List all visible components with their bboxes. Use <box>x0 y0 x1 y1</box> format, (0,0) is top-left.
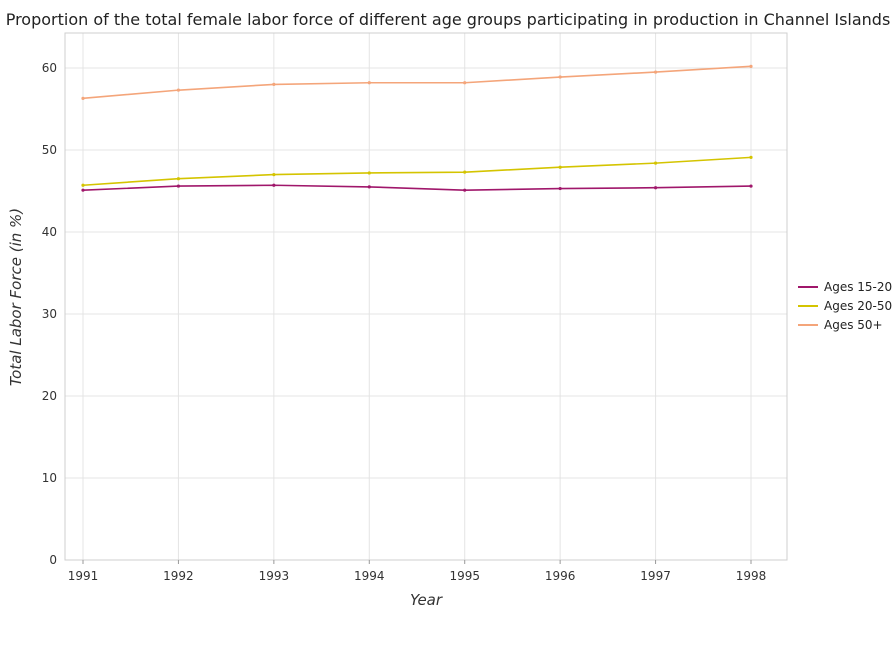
legend-item: Ages 50+ <box>798 318 883 332</box>
series-lines <box>81 64 753 192</box>
series-ages-50- <box>81 64 753 100</box>
y-tick-label: 50 <box>42 143 57 157</box>
data-point <box>272 183 276 187</box>
data-point <box>463 81 467 85</box>
data-point <box>176 177 181 181</box>
legend-label: Ages 20-50 <box>824 299 892 313</box>
grid-lines <box>65 33 787 561</box>
data-point <box>367 171 371 175</box>
data-point <box>653 161 658 165</box>
data-point <box>81 96 85 100</box>
data-point <box>81 183 85 187</box>
y-tick-label: 10 <box>42 471 57 485</box>
x-tick-label: 1996 <box>545 569 576 583</box>
data-point <box>653 70 658 74</box>
series-line <box>82 184 752 191</box>
legend: Ages 15-20 Ages 20-50 Ages 50+ <box>798 280 892 332</box>
y-tick-labels: 0 10 20 30 40 50 60 <box>42 61 57 567</box>
y-tick-label: 40 <box>42 225 57 239</box>
data-point <box>81 188 85 192</box>
x-axis-label: Year <box>410 591 443 609</box>
x-tick-label: 1991 <box>68 569 99 583</box>
x-tick-label: 1992 <box>163 569 194 583</box>
x-tick-label: 1993 <box>259 569 290 583</box>
data-point <box>653 186 658 190</box>
x-tick-label: 1998 <box>736 569 767 583</box>
data-point <box>749 184 753 188</box>
series-ages-20-50 <box>81 155 753 187</box>
y-tick-label: 0 <box>49 553 57 567</box>
data-point <box>558 186 562 191</box>
data-point <box>367 185 371 189</box>
data-point <box>272 82 276 86</box>
legend-item: Ages 20-50 <box>798 299 892 313</box>
x-tick-label: 1995 <box>449 569 480 583</box>
data-point <box>558 75 562 79</box>
data-point <box>749 64 753 68</box>
y-tick-label: 20 <box>42 389 57 403</box>
data-point <box>176 184 181 188</box>
chart-title: Proportion of the total female labor for… <box>6 10 891 29</box>
x-tick-labels: 1991 1992 1993 1994 1995 1996 1997 1998 <box>68 560 767 583</box>
series-line <box>82 156 752 187</box>
legend-item: Ages 15-20 <box>798 280 892 294</box>
y-tick-label: 30 <box>42 307 57 321</box>
data-point <box>176 88 181 92</box>
x-tick-label: 1994 <box>354 569 385 583</box>
legend-label: Ages 50+ <box>824 318 883 332</box>
data-point <box>558 165 562 169</box>
series-line <box>82 65 752 100</box>
plot-frame <box>64 32 788 561</box>
series-ages-15-20 <box>81 183 753 192</box>
x-tick-label: 1997 <box>640 569 671 583</box>
data-point <box>463 188 467 192</box>
data-point <box>463 170 467 174</box>
data-point <box>272 173 276 177</box>
data-point <box>367 81 371 85</box>
legend-label: Ages 15-20 <box>824 280 892 294</box>
y-axis-label: Total Labor Force (in %) <box>7 208 25 386</box>
data-point <box>749 155 753 159</box>
y-tick-label: 60 <box>42 61 57 75</box>
